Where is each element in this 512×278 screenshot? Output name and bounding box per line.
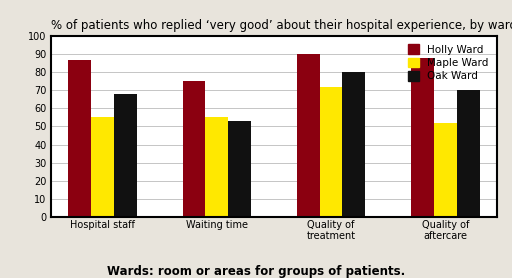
Bar [297,54,319,217]
Legend: Holly Ward, Maple Ward, Oak Ward: Holly Ward, Maple Ward, Oak Ward [405,41,492,85]
Bar [343,72,365,217]
Text: % of patients who replied ‘very good’ about their hospital experience, by ward: % of patients who replied ‘very good’ ab… [51,19,512,32]
Bar [114,94,137,217]
Bar [319,87,343,217]
Bar [457,90,480,217]
Bar [91,117,114,217]
Bar [183,81,205,217]
Bar [68,59,91,217]
Bar [228,121,251,217]
Bar [434,123,457,217]
Text: Wards: room or areas for groups of patients.: Wards: room or areas for groups of patie… [107,265,405,278]
Bar [411,58,434,217]
Bar [205,117,228,217]
